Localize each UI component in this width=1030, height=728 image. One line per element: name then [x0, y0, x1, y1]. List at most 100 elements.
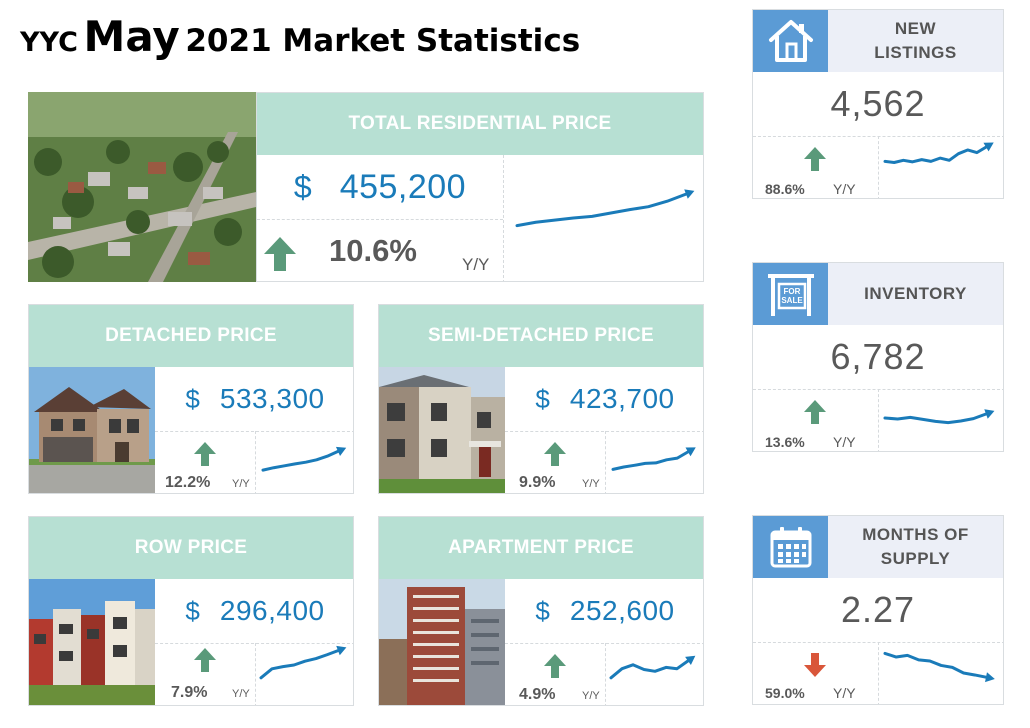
inventory-change: 13.6% [765, 434, 805, 450]
semi-detached-card: SEMI-DETACHED PRICE $ 423,700 9.9% Y/Y [378, 304, 704, 494]
trend-arrowhead [335, 446, 347, 456]
semi-detached-change: 9.9% [519, 474, 556, 491]
sign-text-sale: SALE [781, 296, 803, 305]
trend-arrowhead [983, 142, 994, 152]
total-residential-card: TOTAL RESIDENTIAL PRICE $ 455,200 10.6% … [256, 92, 704, 282]
header-line-2: LISTINGS [874, 43, 957, 62]
total-residential-header: TOTAL RESIDENTIAL PRICE [257, 93, 703, 155]
row-price: $ 296,400 [155, 579, 353, 643]
total-price: $ 455,200 [257, 155, 503, 219]
up-arrow-shape [264, 237, 296, 271]
apartment-trend-line [609, 655, 696, 680]
inventory-card: FOR SALE INVENTORY 6,782 13.6% Y/Y [752, 262, 1004, 452]
for-sale-sign-icon-box: FOR SALE [753, 263, 828, 325]
detached-period: Y/Y [232, 478, 250, 490]
sign-text-for: FOR [783, 287, 800, 296]
trend-line-path [261, 449, 340, 472]
calendar-icon [770, 527, 811, 568]
apartment-period: Y/Y [582, 690, 600, 702]
semi-detached-period: Y/Y [582, 478, 600, 490]
currency-symbol: $ [185, 595, 200, 626]
title-month: May [83, 12, 180, 61]
up-arrow-shape [544, 654, 566, 678]
months-supply-change: 59.0% [765, 685, 805, 701]
currency-symbol: $ [535, 383, 550, 414]
header-line-2: SUPPLY [880, 549, 951, 568]
page-title: YYC May 2021 Market Statistics [20, 12, 580, 64]
row-houses-photo [29, 579, 155, 705]
months-supply-header: MONTHS OF SUPPLY [828, 516, 1003, 578]
trend-arrowhead [685, 655, 696, 665]
row-header: ROW PRICE [29, 517, 353, 579]
up-arrow-shape [804, 147, 826, 171]
new-listings-change: 88.6% [765, 181, 805, 197]
total-period: Y/Y [462, 255, 490, 274]
detached-price-value: 533,300 [219, 383, 325, 414]
up-arrow-icon [194, 442, 216, 466]
header-line-1: MONTHS OF [862, 525, 969, 544]
new-listings-trend-line [883, 142, 994, 164]
apartment-price-value: 252,600 [569, 595, 675, 626]
months-supply-card: MONTHS OF SUPPLY 2.27 59.0% Y/Y [752, 515, 1004, 705]
trend-arrowhead [684, 189, 695, 199]
new-listings-value: 4,562 [830, 83, 926, 124]
apartment-building-photo [379, 579, 505, 705]
apartment-card: APARTMENT PRICE $ 252,600 4.9% Y/Y [378, 516, 704, 706]
title-city: YYC [20, 27, 78, 58]
inventory-header: INVENTORY [828, 263, 1003, 325]
trend-arrowhead [336, 645, 347, 656]
up-arrow-shape [194, 442, 216, 466]
months-supply-value: 2.27 [840, 589, 916, 630]
trend-line-path [611, 450, 690, 471]
title-rest: 2021 Market Statistics [185, 23, 581, 59]
trend-line-path [883, 651, 988, 679]
row-trend-line [259, 645, 347, 680]
up-arrow-icon [804, 400, 826, 424]
inventory-value: 6,782 [830, 336, 926, 377]
house-icon-box [753, 10, 828, 72]
apartment-price: $ 252,600 [505, 579, 703, 643]
new-listings-card: NEW LISTINGS 4,562 88.6% Y/Y [752, 9, 1004, 199]
months-supply-trend-line [883, 651, 995, 683]
trend-line-path [883, 145, 988, 164]
semi-detached-trend-line [611, 447, 696, 471]
trend-line-path [515, 192, 688, 228]
trend-arrowhead [984, 409, 995, 419]
currency-symbol: $ [185, 383, 200, 414]
trend-line-path [883, 412, 988, 425]
detached-price: $ 533,300 [155, 367, 353, 431]
trend-arrowhead [685, 447, 696, 457]
semi-detached-house-photo [379, 367, 505, 493]
detached-change: 12.2% [165, 474, 211, 491]
trend-line-path [609, 659, 690, 680]
row-period: Y/Y [232, 688, 250, 700]
row-card: ROW PRICE $ 296,400 7.9% Y/Y [28, 516, 354, 706]
up-arrow-shape [194, 648, 216, 672]
row-price-value: 296,400 [219, 595, 325, 626]
total-trend-line [515, 189, 695, 228]
up-arrow-icon [544, 654, 566, 678]
calendar-icon-box [753, 516, 828, 578]
detached-house-photo [29, 367, 155, 493]
up-arrow-shape [544, 442, 566, 466]
apartment-header: APARTMENT PRICE [379, 517, 703, 579]
new-listings-period: Y/Y [833, 181, 856, 197]
down-arrow-icon [804, 653, 826, 677]
header-line-1: NEW [894, 19, 937, 38]
down-arrow-shape [804, 653, 826, 677]
detached-trend-line [261, 446, 347, 472]
row-change: 7.9% [171, 684, 208, 701]
detached-header: DETACHED PRICE [29, 305, 353, 367]
total-change: 10.6% [329, 233, 417, 268]
up-arrow-icon [804, 147, 826, 171]
inventory-trend-line [883, 409, 995, 425]
new-listings-header: NEW LISTINGS [828, 10, 1003, 72]
months-supply-period: Y/Y [833, 685, 856, 701]
trend-arrowhead [985, 672, 995, 683]
total-price-value: 455,200 [339, 167, 467, 206]
up-arrow-icon [194, 648, 216, 672]
detached-card: DETACHED PRICE $ 533,300 12.2% Y/Y [28, 304, 354, 494]
trend-line-path [259, 649, 340, 680]
up-arrow-shape [804, 400, 826, 424]
semi-detached-price: $ 423,700 [505, 367, 703, 431]
